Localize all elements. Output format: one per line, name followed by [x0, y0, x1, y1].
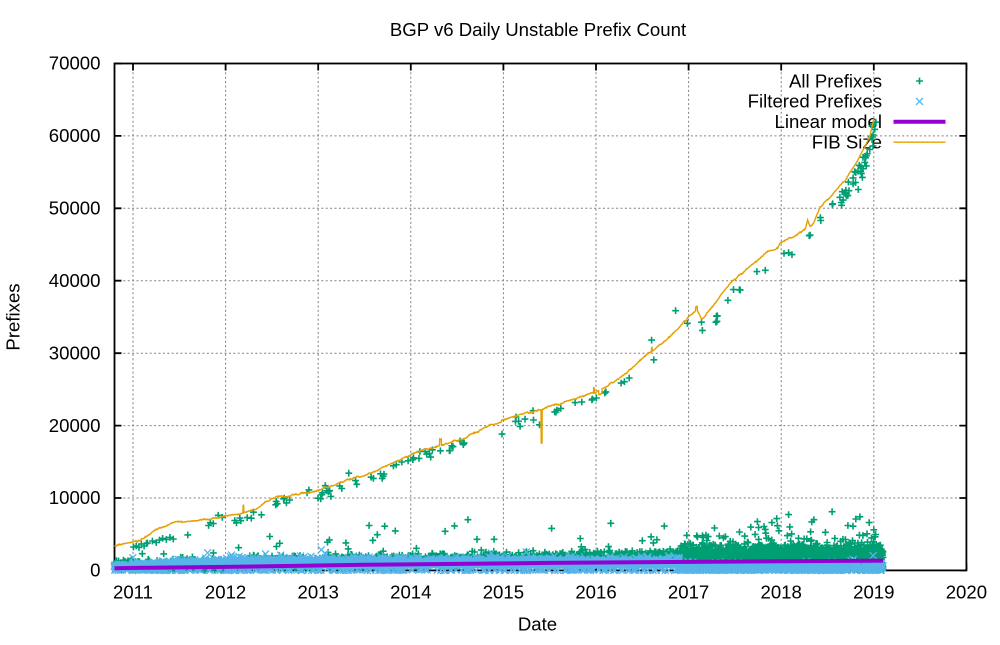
svg-text:10000: 10000 — [49, 487, 101, 508]
svg-text:60000: 60000 — [49, 125, 101, 146]
svg-text:2016: 2016 — [575, 581, 616, 602]
svg-text:0: 0 — [90, 560, 100, 581]
svg-text:2013: 2013 — [298, 581, 339, 602]
svg-text:2012: 2012 — [205, 581, 246, 602]
svg-text:40000: 40000 — [49, 270, 101, 291]
svg-text:2018: 2018 — [761, 581, 802, 602]
svg-text:Prefixes: Prefixes — [3, 283, 24, 350]
svg-text:2020: 2020 — [946, 581, 987, 602]
svg-text:Linear model: Linear model — [775, 111, 883, 132]
svg-text:Date: Date — [518, 614, 557, 635]
svg-text:2015: 2015 — [483, 581, 524, 602]
svg-text:All Prefixes: All Prefixes — [789, 70, 882, 91]
svg-text:2019: 2019 — [853, 581, 894, 602]
svg-text:2014: 2014 — [390, 581, 431, 602]
svg-text:30000: 30000 — [49, 342, 101, 363]
svg-text:BGP v6 Daily Unstable Prefix C: BGP v6 Daily Unstable Prefix Count — [390, 19, 687, 40]
svg-text:20000: 20000 — [49, 415, 101, 436]
svg-text:2011: 2011 — [113, 581, 153, 602]
svg-text:50000: 50000 — [49, 198, 101, 219]
svg-text:Filtered Prefixes: Filtered Prefixes — [748, 91, 882, 112]
svg-text:70000: 70000 — [49, 53, 101, 74]
svg-text:2017: 2017 — [668, 581, 709, 602]
